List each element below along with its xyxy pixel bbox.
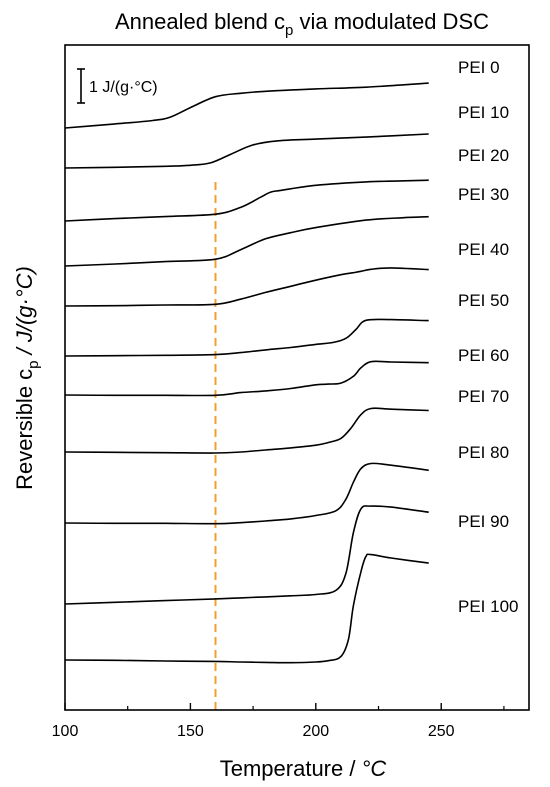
x-tick-label-250: 250	[428, 723, 455, 740]
series-label-pei-20: PEI 20	[458, 146, 509, 165]
plot-frame	[64, 44, 530, 711]
series-label-pei-70: PEI 70	[458, 387, 509, 406]
chart-title-suffix: via modulated DSC	[293, 9, 489, 34]
x-tick-label-200: 200	[302, 723, 329, 740]
chart-title: Annealed blend cp via modulated DSC	[115, 9, 489, 39]
x-axis-label-text: Temperature /	[220, 756, 362, 781]
series-line-pei-90	[64, 505, 429, 605]
series-line-pei-50	[64, 318, 429, 357]
y-axis-label-unit: / J/(g·°C)	[12, 266, 37, 360]
series-line-pei-30	[64, 215, 429, 267]
scale-bar-label: 1 J/(g·°C)	[89, 79, 158, 96]
series-line-pei-10	[64, 133, 429, 169]
x-tick-label-100: 100	[52, 723, 79, 740]
chart-title-main: Annealed blend c	[115, 9, 285, 34]
x-axis: 100 150 200 250	[52, 703, 505, 740]
series-line-pei-40	[64, 267, 429, 307]
x-tick-label-150: 150	[177, 723, 204, 740]
x-axis-label: Temperature / °C	[220, 756, 387, 781]
y-axis-label-subscript: p	[25, 360, 42, 368]
y-axis-label: Reversible cp / J/(g·°C)	[12, 266, 42, 490]
series-line-pei-100	[64, 553, 429, 664]
plot-area: PEI 0 PEI 10 PEI 20 PEI 30 PEI 40 PEI 50 PEI 6…	[64, 58, 519, 710]
series-label-pei-10: PEI 10	[458, 103, 509, 122]
series-label-pei-80: PEI 80	[458, 443, 509, 462]
series-line-pei-20	[64, 179, 429, 222]
series-line-pei-60	[64, 360, 429, 397]
series-label-pei-90: PEI 90	[458, 512, 509, 531]
series-line-pei-70	[64, 407, 429, 454]
chart-title-subscript: p	[285, 22, 293, 39]
scale-bar: 1 J/(g·°C)	[77, 68, 158, 104]
series-label-pei-50: PEI 50	[458, 291, 509, 310]
series-label-pei-30: PEI 30	[458, 185, 509, 204]
series-label-pei-0: PEI 0	[458, 58, 500, 77]
series-label-pei-40: PEI 40	[458, 240, 509, 259]
series-label-pei-60: PEI 60	[458, 346, 509, 365]
series-line-pei-0	[64, 82, 429, 129]
series-label-pei-100: PEI 100	[458, 597, 519, 616]
x-axis-label-unit: °C	[362, 756, 387, 781]
series-line-pei-80	[64, 462, 429, 525]
y-axis-label-text: Reversible c	[12, 369, 37, 490]
